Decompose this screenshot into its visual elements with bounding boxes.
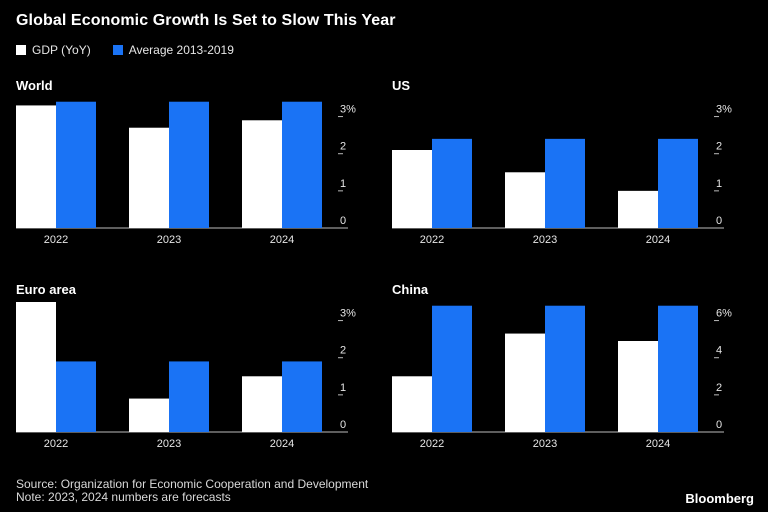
x-tick-label: 2023 [157, 438, 181, 450]
bar-average-2022 [56, 101, 96, 228]
y-tick-label: 1 [340, 382, 346, 394]
x-tick-label: 2022 [420, 234, 444, 246]
legend-label-gdp: GDP (YoY) [32, 43, 91, 57]
x-tick-label: 2023 [533, 234, 557, 246]
x-tick-label: 2023 [533, 438, 557, 450]
y-tick-label: 6% [716, 308, 732, 320]
y-tick-label: 2 [340, 345, 346, 357]
panel-china: China 0 2 4 6% 2022 2023 2024 [392, 282, 742, 452]
x-tick-label: 2024 [270, 438, 294, 450]
panel-title-us: US [392, 78, 411, 93]
bar-average-2024 [282, 101, 322, 228]
bar-gdp-2024 [618, 341, 658, 432]
bar-gdp-2022 [16, 105, 56, 228]
chart-world: 0 1 2 3% 2022 2023 2024 [16, 101, 356, 246]
y-tick-label: 2 [716, 382, 722, 394]
y-tick-label: 3% [340, 308, 356, 320]
forecast-note: Note: 2023, 2024 numbers are forecasts [16, 490, 231, 504]
bar-gdp-2022 [392, 376, 432, 432]
bloomberg-logo: Bloomberg [685, 491, 754, 506]
y-tick-label: 1 [340, 178, 346, 190]
bar-average-2022 [432, 305, 472, 432]
bar-gdp-2023 [505, 172, 545, 228]
y-tick-label: 3% [716, 104, 732, 116]
bar-average-2024 [658, 305, 698, 432]
bar-gdp-2023 [129, 398, 169, 432]
x-tick-label: 2023 [157, 234, 181, 246]
x-tick-label: 2022 [420, 438, 444, 450]
legend-swatch-gdp [16, 45, 26, 55]
bar-gdp-2022 [16, 302, 56, 432]
legend-swatch-average [112, 45, 123, 55]
chart-euro-area: 0 1 2 3% 2022 2023 2024 [16, 302, 356, 450]
x-tick-label: 2022 [44, 234, 68, 246]
panel-euro-area: Euro area 0 1 2 3% 2022 2023 2024 [16, 282, 366, 452]
x-tick-label: 2022 [44, 438, 68, 450]
y-tick-label: 0 [340, 215, 346, 227]
bar-average-2024 [282, 361, 322, 432]
legend-label-average: Average 2013-2019 [128, 43, 234, 57]
bar-average-2023 [545, 138, 585, 228]
bar-gdp-2023 [129, 127, 169, 228]
bar-average-2023 [169, 361, 209, 432]
legend: GDP (YoY) Average 2013-2019 [16, 43, 234, 57]
y-tick-label: 0 [340, 419, 346, 431]
x-tick-label: 2024 [646, 438, 670, 450]
panel-title-euro-area: Euro area [16, 282, 76, 297]
bar-average-2023 [169, 101, 209, 228]
chart-china: 0 2 4 6% 2022 2023 2024 [392, 305, 732, 450]
bar-average-2023 [545, 305, 585, 432]
panel-us: US 0 1 2 3% 2022 2023 2024 [392, 78, 742, 248]
bar-average-2022 [432, 138, 472, 228]
panel-title-china: China [392, 282, 429, 297]
footer: Source: Organization for Economic Cooper… [16, 478, 368, 504]
x-tick-label: 2024 [646, 234, 670, 246]
y-tick-label: 1 [716, 178, 722, 190]
y-tick-label: 2 [716, 141, 722, 153]
bar-average-2022 [56, 361, 96, 432]
bar-gdp-2022 [392, 150, 432, 228]
bar-gdp-2024 [618, 190, 658, 228]
panel-title-world: World [16, 78, 53, 93]
bar-gdp-2024 [242, 376, 282, 432]
source-note: Source: Organization for Economic Cooper… [16, 477, 369, 491]
chart-us: 0 1 2 3% 2022 2023 2024 [392, 104, 732, 246]
y-tick-label: 2 [340, 141, 346, 153]
page-title: Global Economic Growth Is Set to Slow Th… [16, 12, 396, 29]
x-tick-label: 2024 [270, 234, 294, 246]
y-tick-label: 0 [716, 419, 722, 431]
bar-gdp-2024 [242, 120, 282, 228]
bar-gdp-2023 [505, 333, 545, 432]
y-tick-label: 4 [716, 345, 722, 357]
y-tick-label: 0 [716, 215, 722, 227]
y-tick-label: 3% [340, 104, 356, 116]
bar-average-2024 [658, 138, 698, 228]
panel-world: World 0 1 2 3% 2022 2023 2024 [16, 78, 366, 248]
